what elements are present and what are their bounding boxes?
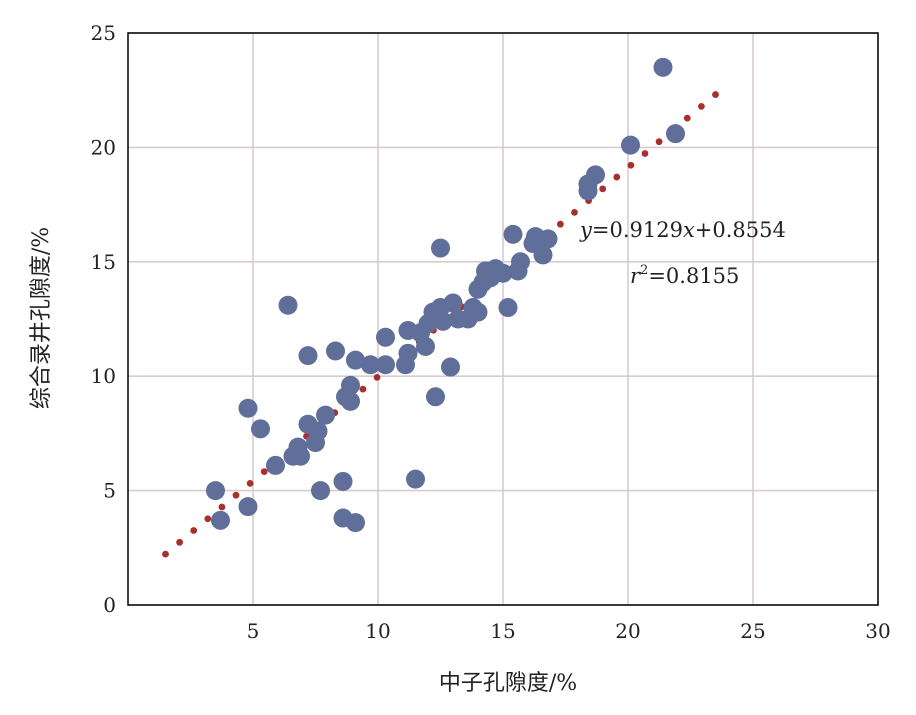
x-tick-label: 20 (615, 619, 640, 643)
data-point (333, 471, 353, 491)
fit-line-dot (571, 209, 578, 216)
plot-frame (127, 32, 879, 606)
fit-line-dot (627, 161, 635, 169)
x-tick-label: 10 (365, 619, 390, 643)
data-point (503, 224, 523, 244)
data-point (291, 446, 310, 466)
fit-line-dot (359, 385, 367, 393)
data-point (298, 346, 318, 366)
data-point (211, 510, 230, 530)
regression-equation: y=0.9129x+0.8554 (579, 218, 786, 242)
data-point (468, 302, 488, 322)
fit-line-dot (246, 480, 254, 487)
fit-line-dot (232, 491, 240, 499)
y-tick-label: 10 (91, 364, 116, 388)
fit-line-dot (162, 550, 169, 558)
fit-line-dot (556, 220, 564, 228)
x-tick-label: 25 (740, 619, 765, 643)
data-point (653, 57, 673, 77)
r-squared-value: =0.8155 (648, 264, 739, 288)
fit-line-dot (218, 503, 226, 511)
fit-line-dot (599, 185, 607, 193)
y-tick-labels: 0 5 10 15 20 25 (91, 21, 116, 617)
data-point (238, 497, 258, 517)
data-point (278, 295, 298, 315)
data-point (431, 238, 450, 258)
data-points (206, 57, 685, 533)
data-point (238, 398, 258, 418)
data-point (426, 387, 445, 407)
data-point (533, 245, 553, 265)
fit-line-dot (190, 527, 198, 534)
data-point (311, 481, 330, 501)
fit-line-dot (712, 91, 719, 98)
y-tick-label: 5 (103, 479, 116, 503)
fit-line-dot (204, 515, 212, 523)
data-point (206, 481, 225, 501)
x-tick-label: 30 (865, 619, 890, 643)
data-point (251, 419, 270, 439)
equation-y: y (579, 218, 593, 242)
data-point (266, 455, 285, 475)
data-point (361, 355, 380, 375)
fit-line-dot (260, 468, 268, 476)
data-point (376, 327, 395, 347)
data-point (341, 391, 360, 411)
data-point (586, 165, 605, 185)
data-point (376, 355, 395, 375)
data-point (416, 336, 435, 356)
data-point (666, 124, 685, 144)
x-axis-label: 中子孔隙度/% (439, 671, 577, 696)
data-point (326, 341, 345, 361)
data-point (406, 469, 425, 489)
data-point (316, 405, 335, 425)
data-point (538, 229, 558, 249)
data-point (433, 311, 453, 331)
data-point (308, 421, 328, 441)
data-point (493, 263, 513, 283)
data-point (346, 350, 365, 370)
y-tick-label: 0 (103, 593, 116, 617)
fit-line-dot (641, 150, 649, 157)
data-point (341, 375, 360, 395)
data-point (621, 135, 640, 155)
equation-x: x (683, 218, 695, 242)
y-tick-label: 25 (91, 21, 116, 45)
data-point (398, 343, 418, 363)
data-point (346, 513, 365, 533)
x-tick-label: 5 (247, 619, 260, 643)
y-tick-label: 15 (91, 250, 116, 274)
fit-line-dot (683, 114, 691, 122)
data-point (443, 293, 463, 313)
data-point (498, 298, 518, 318)
y-axis-label: 综合录井孔隙度/% (29, 227, 54, 409)
fit-line-dot (176, 538, 184, 546)
fit-line-dot (697, 102, 705, 110)
data-point (441, 357, 460, 377)
r-superscript: 2 (640, 263, 648, 278)
r-squared: r2=0.8155 (630, 263, 739, 288)
x-tick-labels: 5 10 15 20 25 30 (247, 619, 891, 643)
equation-slope: =0.9129 (592, 218, 683, 242)
equation-intercept: +0.8554 (695, 218, 786, 242)
r-symbol: r (630, 264, 642, 288)
grid-lines (128, 32, 879, 606)
fit-line-dot (373, 373, 381, 381)
y-tick-label: 20 (91, 135, 116, 159)
data-point (511, 252, 530, 272)
fit-line-dot (613, 173, 621, 181)
fit-line-dot (655, 138, 663, 146)
x-tick-label: 15 (490, 619, 515, 643)
